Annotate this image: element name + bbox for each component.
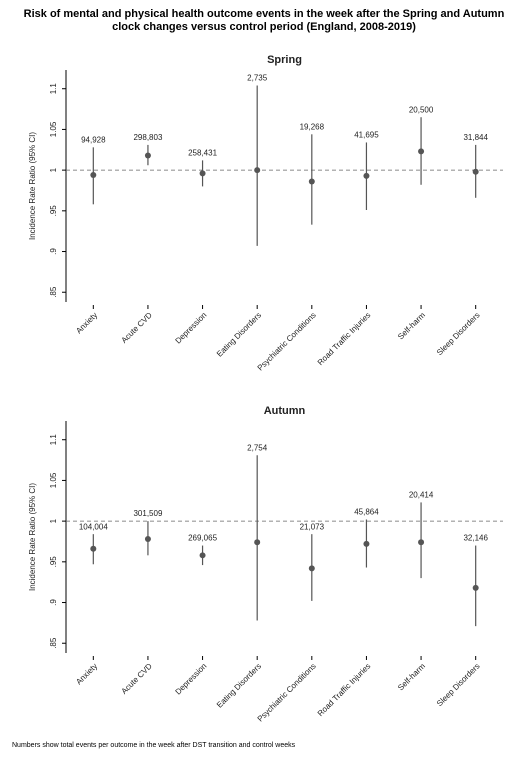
y-tick-label: 1.1: [49, 434, 58, 446]
point: [144, 536, 151, 543]
y-axis-label: Incidence Rate Ratio (95% CI): [28, 132, 37, 240]
point: [199, 170, 206, 177]
x-tick-label: Sleep Disorders: [435, 662, 482, 709]
point: [90, 172, 97, 179]
x-tick-label: Acute CVD: [119, 661, 154, 696]
y-tick-label: 1: [49, 167, 58, 172]
point: [144, 152, 151, 159]
event-count: 2,754: [247, 443, 268, 452]
event-count: 104,004: [79, 522, 108, 531]
event-count: 31,844: [463, 133, 488, 142]
point: [90, 545, 97, 552]
panel-title: Autumn: [264, 405, 306, 417]
x-tick-label: Psychiatric Conditions: [256, 662, 318, 724]
y-tick-label: .95: [49, 556, 58, 568]
y-tick-label: .9: [49, 248, 58, 255]
point: [472, 168, 479, 175]
point: [254, 167, 261, 174]
x-tick-label: Sleep Disorders: [435, 311, 482, 358]
x-tick-label: Anxiety: [74, 662, 99, 687]
y-tick-label: 1.05: [49, 472, 58, 488]
event-count: 269,065: [188, 534, 217, 543]
event-count: 258,431: [188, 148, 217, 157]
y-tick-label: 1: [49, 518, 58, 523]
x-tick-label: Self-harm: [396, 661, 427, 692]
x-tick-label: Anxiety: [74, 311, 99, 336]
point: [418, 148, 425, 155]
point: [418, 539, 425, 546]
y-tick-label: .85: [49, 286, 58, 298]
point: [254, 539, 261, 546]
point: [363, 172, 370, 179]
point: [199, 552, 206, 559]
x-tick-label: Road Traffic Injuries: [316, 311, 373, 368]
event-count: 21,073: [300, 522, 325, 531]
panel-title: Spring: [267, 54, 302, 66]
event-count: 2,735: [247, 74, 268, 83]
y-axis-label: Incidence Rate Ratio (95% CI): [28, 483, 37, 591]
event-count: 32,146: [463, 534, 488, 543]
x-tick-label: Self-harm: [396, 310, 427, 341]
event-count: 45,864: [354, 508, 379, 517]
x-tick-label: Depression: [173, 311, 208, 346]
event-count: 298,803: [133, 133, 162, 142]
x-tick-label: Eating Disorders: [215, 662, 263, 710]
point: [308, 178, 315, 185]
x-tick-label: Psychiatric Conditions: [256, 311, 318, 373]
x-tick-label: Depression: [173, 662, 208, 697]
point: [472, 584, 479, 591]
point: [308, 565, 315, 572]
y-tick-label: .9: [49, 599, 58, 606]
event-count: 20,500: [409, 105, 434, 114]
y-tick-label: .95: [49, 205, 58, 217]
y-tick-label: 1.1: [49, 83, 58, 95]
event-count: 19,268: [300, 122, 325, 131]
x-tick-label: Road Traffic Injuries: [316, 662, 373, 719]
figure-title: Risk of mental and physical health outco…: [23, 8, 505, 33]
footnote: Numbers show total events per outcome in…: [12, 742, 296, 749]
event-count: 301,509: [133, 509, 162, 518]
chart: Spring Incidence Rate Ratio (95% CI) .85 .9…: [28, 54, 503, 724]
x-tick-label: Eating Disorders: [215, 311, 263, 359]
y-tick-label: 1.05: [49, 121, 58, 137]
y-tick-label: .85: [49, 637, 58, 649]
x-tick-label: Acute CVD: [119, 310, 154, 345]
event-count: 94,928: [81, 135, 106, 144]
event-count: 41,695: [354, 131, 379, 140]
point: [363, 540, 370, 547]
event-count: 20,414: [409, 491, 434, 500]
